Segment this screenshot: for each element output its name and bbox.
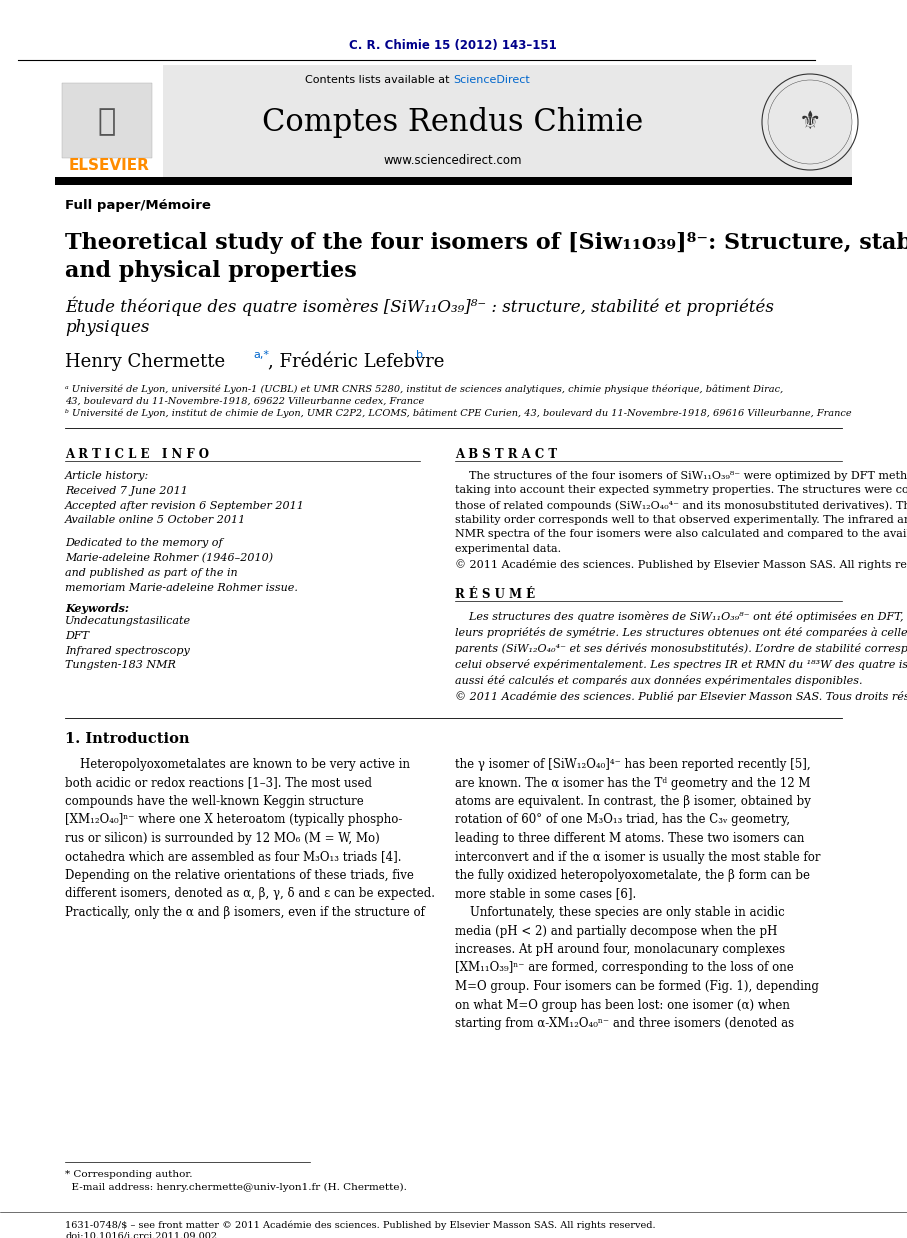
Text: Henry Chermette: Henry Chermette <box>65 353 225 371</box>
Text: C. R. Chimie 15 (2012) 143–151: C. R. Chimie 15 (2012) 143–151 <box>349 38 557 52</box>
Text: A B S T R A C T: A B S T R A C T <box>455 448 557 461</box>
Text: the γ isomer of [SiW₁₂O₄₀]⁴⁻ has been reported recently [5],
are known. The α is: the γ isomer of [SiW₁₂O₄₀]⁴⁻ has been re… <box>455 758 821 1030</box>
Text: * Corresponding author.
  E-mail address: henry.chermette@univ-lyon1.fr (H. Cher: * Corresponding author. E-mail address: … <box>65 1170 407 1192</box>
Bar <box>55 66 852 178</box>
Text: b: b <box>416 350 423 360</box>
Bar <box>55 177 852 184</box>
Text: Contents lists available at: Contents lists available at <box>305 76 453 85</box>
Text: 🌳: 🌳 <box>98 108 116 136</box>
Text: A R T I C L E   I N F O: A R T I C L E I N F O <box>65 448 209 461</box>
Text: R É S U M É: R É S U M É <box>455 588 535 600</box>
Text: Dedicated to the memory of
Marie-adeleine Rohmer (1946–2010)
and published as pa: Dedicated to the memory of Marie-adelein… <box>65 539 297 593</box>
Text: ScienceDirect: ScienceDirect <box>453 76 530 85</box>
Text: physiques: physiques <box>65 319 150 335</box>
Text: Comptes Rendus Chimie: Comptes Rendus Chimie <box>262 106 644 137</box>
Text: ⚜: ⚜ <box>799 110 821 134</box>
Text: Article history:
Received 7 June 2011
Accepted after revision 6 September 2011
A: Article history: Received 7 June 2011 Ac… <box>65 470 305 525</box>
Bar <box>55 66 163 178</box>
Text: Keywords:: Keywords: <box>65 603 129 614</box>
Text: doi:10.1016/j.crci.2011.09.002: doi:10.1016/j.crci.2011.09.002 <box>65 1232 217 1238</box>
Text: ᵃ Université de Lyon, université Lyon-1 (UCBL) et UMR CNRS 5280, institut de sci: ᵃ Université de Lyon, université Lyon-1 … <box>65 384 784 406</box>
Bar <box>62 83 152 158</box>
Text: 1. Introduction: 1. Introduction <box>65 732 190 747</box>
Text: 1631-0748/$ – see front matter © 2011 Académie des sciences. Published by Elsevi: 1631-0748/$ – see front matter © 2011 Ac… <box>65 1219 656 1229</box>
Text: www.sciencedirect.com: www.sciencedirect.com <box>384 154 522 166</box>
Text: Full paper/Mémoire: Full paper/Mémoire <box>65 198 210 212</box>
Text: Theoretical study of the four isomers of [Siw₁₁o₃₉]⁸⁻: Structure, stability: Theoretical study of the four isomers of… <box>65 232 907 254</box>
Text: Undecatungstasilicate
DFT
Infrared spectroscopy
Tungsten-183 NMR: Undecatungstasilicate DFT Infrared spect… <box>65 617 191 671</box>
Text: ᵇ Université de Lyon, institut de chimie de Lyon, UMR C2P2, LCOMS, bâtiment CPE : ᵇ Université de Lyon, institut de chimie… <box>65 409 852 417</box>
Text: ELSEVIER: ELSEVIER <box>69 157 150 172</box>
Text: a,*: a,* <box>253 350 269 360</box>
Text: The structures of the four isomers of SiW₁₁O₃₉⁸⁻ were optimized by DFT methods, : The structures of the four isomers of Si… <box>455 470 907 569</box>
Text: Heteropolyoxometalates are known to be very active in
both acidic or redox react: Heteropolyoxometalates are known to be v… <box>65 758 435 919</box>
Text: Les structures des quatre isomères de SiW₁₁O₃₉⁸⁻ ont été optimisées en DFT, en r: Les structures des quatre isomères de Si… <box>455 612 907 702</box>
Text: Étude théorique des quatre isomères [SiW₁₁O₃₉]⁸⁻ : structure, stabilité et propr: Étude théorique des quatre isomères [SiW… <box>65 297 774 317</box>
Text: , Frédéric Lefebvre: , Frédéric Lefebvre <box>268 353 444 371</box>
Text: and physical properties: and physical properties <box>65 260 356 282</box>
